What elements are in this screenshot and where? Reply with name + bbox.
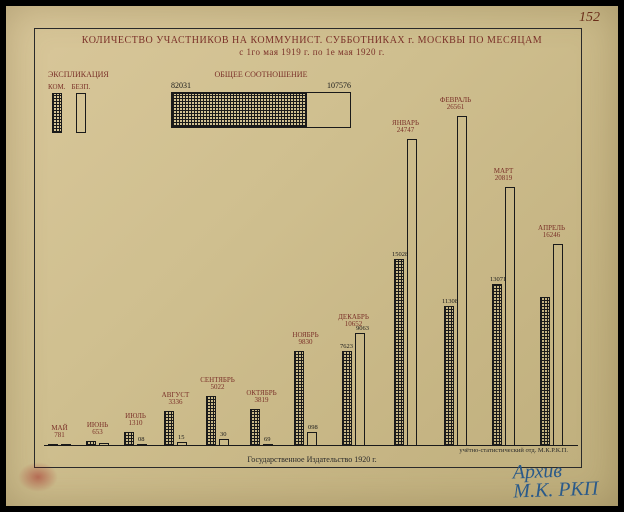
bezp-value-label: 30: [220, 431, 227, 438]
bar-bezp: [457, 116, 467, 446]
month-label: СЕНТЯБРЬ5022: [200, 377, 235, 392]
month-group: НОЯБРЬ9830098: [294, 351, 317, 446]
month-group: СЕНТЯБРЬ502230: [206, 396, 229, 446]
bar-kom: [294, 351, 304, 446]
month-group: АПРЕЛЬ16246: [540, 244, 563, 446]
month-group: ОКТЯБРЬ381969: [250, 409, 273, 446]
bar-bezp: [99, 443, 109, 446]
bar-kom: [540, 297, 550, 446]
bar-bezp: [61, 444, 71, 446]
title-line-2: с 1го мая 1919 г. по 1е мая 1920 г.: [6, 47, 618, 59]
kom-value-label: 13071: [490, 276, 506, 283]
month-label: ИЮЛЬ1310: [125, 413, 146, 428]
bar-kom: [394, 259, 404, 446]
month-group: ЯНВАРЬ2474715028: [394, 139, 417, 446]
bar-bezp: [355, 333, 365, 446]
page-number: 152: [579, 10, 600, 26]
month-label: МАЙ781: [51, 425, 67, 440]
chart-title: КОЛИЧЕСТВО УЧАСТНИКОВ НА КОММУНИСТ. СУББ…: [6, 34, 618, 59]
red-stamp: [18, 462, 58, 492]
bar-kom: [86, 441, 96, 446]
month-label: АВГУСТ3336: [162, 392, 190, 407]
bezp-value-label: 9063: [356, 325, 369, 332]
bar-bezp: [407, 139, 417, 446]
ratio-header: ОБЩЕЕ СООТНОШЕНИЕ: [171, 70, 351, 79]
bar-kom: [124, 432, 134, 446]
month-group: ИЮЛЬ131008: [124, 432, 147, 446]
bezp-value-label: 15: [178, 434, 185, 441]
kom-value-label: 7623: [340, 343, 353, 350]
bar-kom: [492, 284, 502, 446]
month-label: НОЯБРЬ9830: [292, 332, 318, 347]
legend-kom-label: КОМ.: [48, 83, 66, 91]
bezp-value-label: 69: [264, 436, 271, 443]
bar-bezp: [219, 439, 229, 446]
ratio-block: ОБЩЕЕ СООТНОШЕНИЕ 82031 107576: [171, 70, 351, 128]
title-line-1: КОЛИЧЕСТВО УЧАСТНИКОВ НА КОММУНИСТ. СУББ…: [6, 34, 618, 47]
month-group: МАРТ2081913071: [492, 187, 515, 446]
kom-value-label: 11308: [442, 298, 458, 305]
bar-bezp: [263, 444, 273, 446]
ratio-kom-total: 82031: [171, 81, 191, 90]
bar-bezp: [505, 187, 515, 446]
legend-bezp-label: БЕЗП.: [72, 83, 91, 91]
handwritten-annotation: Архив М.К. РКП: [512, 461, 598, 502]
bar-kom: [342, 351, 352, 446]
month-label: ФЕВРАЛЬ26561: [440, 97, 471, 112]
bar-kom: [206, 396, 216, 446]
month-group: ФЕВРАЛЬ2656111308: [444, 116, 467, 446]
kom-value-label: 15028: [392, 251, 408, 258]
month-group: МАЙ781: [48, 444, 71, 446]
paper-background: 152 КОЛИЧЕСТВО УЧАСТНИКОВ НА КОММУНИСТ. …: [6, 6, 618, 506]
month-label: МАРТ20819: [494, 168, 514, 183]
ratio-bar-bezp: [307, 93, 350, 127]
month-label: АПРЕЛЬ16246: [538, 225, 565, 240]
bar-bezp: [177, 442, 187, 446]
month-group: ДЕКАБРЬ1065276239063: [342, 333, 365, 446]
bar-kom: [250, 409, 260, 446]
month-label: ИЮНЬ653: [87, 422, 108, 437]
bar-bezp: [137, 444, 147, 446]
month-group: АВГУСТ333615: [164, 411, 187, 446]
bar-kom: [48, 444, 58, 446]
bezp-value-label: 098: [308, 424, 318, 431]
handwriting-line-2: М.К. РКП: [513, 480, 599, 502]
month-label: ОКТЯБРЬ3819: [246, 390, 276, 405]
legend: ЭКСПЛИКАЦИЯ КОМ. БЕЗП.: [48, 70, 109, 133]
legend-header: ЭКСПЛИКАЦИЯ: [48, 70, 109, 79]
bezp-value-label: 08: [138, 436, 145, 443]
bar-kom: [444, 306, 454, 446]
ratio-bar: [171, 92, 351, 128]
bar-kom: [164, 411, 174, 446]
chart-area: МАЙ781ИЮНЬ653ИЮЛЬ131008АВГУСТ333615СЕНТЯ…: [44, 126, 578, 446]
footer-department: учётно-статистический отд. М.К.Р.К.П.: [459, 447, 568, 454]
bar-bezp: [307, 432, 317, 446]
month-group: ИЮНЬ653: [86, 441, 109, 446]
ratio-all-total: 107576: [327, 81, 351, 90]
month-label: ЯНВАРЬ24747: [392, 120, 419, 135]
ratio-bar-kom: [172, 93, 307, 127]
bar-bezp: [553, 244, 563, 446]
